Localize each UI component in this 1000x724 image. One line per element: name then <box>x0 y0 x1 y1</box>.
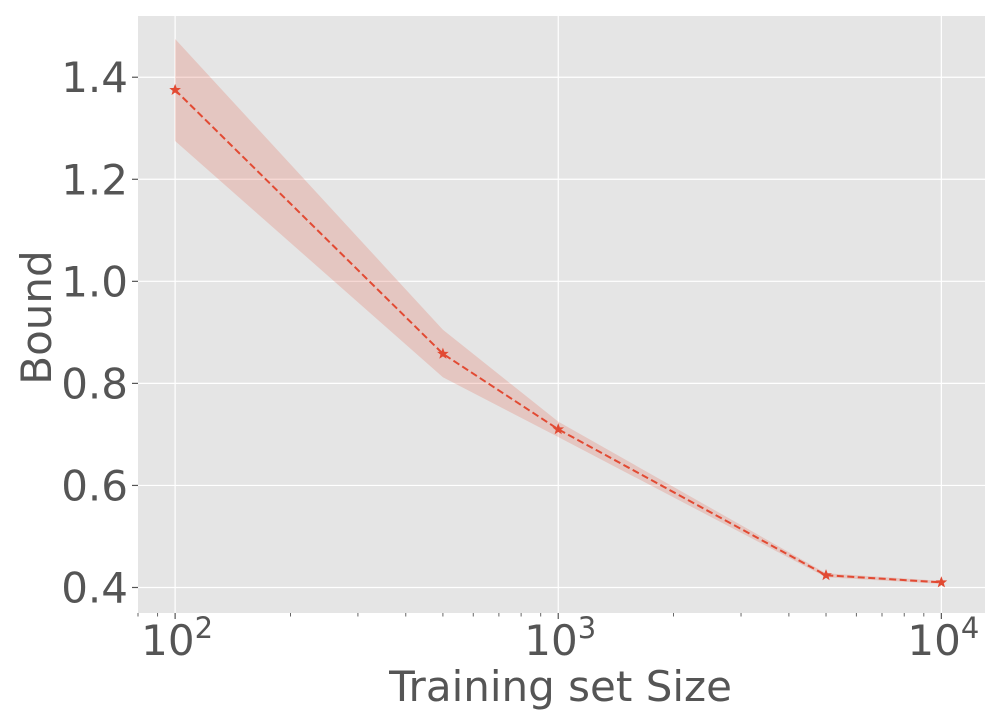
y-tick-label: 1.0 <box>61 257 128 306</box>
data-point-star <box>935 576 948 588</box>
x-minor-ticks <box>132 76 942 619</box>
y-tick-label: 0.6 <box>61 461 128 510</box>
x-tick-label: 103 <box>524 611 596 665</box>
plot-area <box>138 16 985 613</box>
series-line <box>174 89 942 584</box>
x-tick-label: 104 <box>907 611 979 665</box>
x-tick-labels: 102 103 104 <box>141 611 979 665</box>
data-point-star <box>820 569 832 581</box>
y-tick-label: 1.2 <box>61 155 128 204</box>
y-tick-label: 0.4 <box>61 563 128 612</box>
data-point-star <box>437 347 449 359</box>
data-point-star <box>169 83 181 95</box>
y-axis-title: Bound <box>12 250 61 384</box>
series-line-layer <box>174 89 942 584</box>
x-axis-title: Training set Size <box>388 662 732 711</box>
y-tick-labels: 0.4 0.6 0.8 1.0 1.2 1.4 <box>61 53 128 612</box>
y-tick-label: 0.8 <box>61 359 128 408</box>
data-point-star <box>552 423 565 435</box>
x-tick-label: 102 <box>141 611 213 665</box>
series-marker-layer <box>169 83 948 588</box>
grid <box>138 16 985 613</box>
y-tick-label: 1.4 <box>61 53 128 102</box>
